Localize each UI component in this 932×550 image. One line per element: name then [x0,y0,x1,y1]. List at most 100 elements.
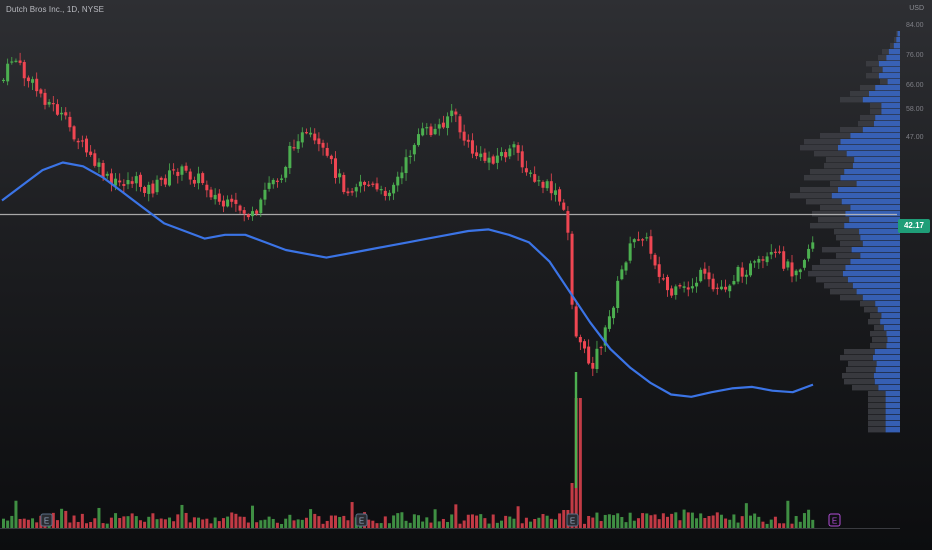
candle-body [607,316,611,329]
volume-bar [479,514,483,528]
candle-body [226,199,230,207]
candle-body [674,286,678,295]
candle-body [404,157,408,174]
price-axis-tick: 58.00 [906,106,924,113]
volume-bar [649,515,653,528]
candle-body [234,199,238,204]
volume-bar [778,523,782,528]
volume-bar [14,500,18,528]
volume-bar [495,522,499,528]
volume-bar [51,512,55,528]
volume-bar [537,517,541,528]
candle-body [284,166,288,178]
candle-body [334,158,337,178]
candle-body [773,251,777,253]
volume-bar [690,512,694,528]
candle-body [736,266,740,282]
volume-profile-bar [845,211,900,217]
price-axis-tick: 47.00 [906,134,924,141]
candle-body [151,183,155,194]
candle-body [690,286,694,289]
candle-body [491,156,495,164]
candle-body [259,199,263,214]
volume-bar [612,515,616,528]
volume-bar [632,520,636,528]
volume-profile-bar [868,403,886,409]
volume-profile-bar [820,259,851,265]
candle-body [408,155,412,158]
volume-profile-bar [820,205,851,211]
candle-body [441,122,445,128]
candle-body [446,116,450,128]
candle-body [122,184,126,186]
volume-bar [6,520,10,528]
volume-bar [711,515,715,528]
volume-profile-bar [840,241,863,247]
volume-bar [151,513,155,528]
candle-body [255,210,259,214]
volume-bar [591,517,595,528]
volume-bar [728,519,732,528]
candle-body [85,138,88,153]
volume-bar [425,517,429,528]
volume-bar [454,504,458,528]
volume-bar [168,517,171,528]
volume-profile-bar [826,157,855,163]
candle-body [545,181,549,189]
volume-profile-bar [875,367,900,373]
volume-bar [732,514,736,528]
volume-bar [666,516,669,528]
candle-body [387,192,391,197]
volume-profile-bar [840,97,863,103]
volume-bar [188,522,192,528]
candle-body [429,126,433,136]
volume-profile-bar [824,163,853,169]
candle-body [520,151,524,168]
candle-body [101,162,105,178]
candle-body [197,173,201,184]
volume-bar [383,516,387,528]
volume-profile-bar [804,139,841,145]
earnings-marker-icon [566,513,579,527]
volume-profile-bar [856,289,900,295]
earnings-marker-label: E [44,517,49,526]
volume-profile-bar [810,169,845,175]
volume-profile-bar [808,271,843,277]
candle-body [802,260,806,268]
volume-bar [105,523,109,528]
candle-body [761,259,765,261]
candle-body [699,269,703,282]
price-axis-tick: 84.00 [906,22,924,29]
candle-body [740,267,744,277]
symbol-title[interactable]: Dutch Bros Inc., 1D, NYSE [6,5,105,14]
volume-bar [487,523,491,528]
volume-bar [541,514,545,528]
volume-profile-bar [812,211,846,217]
candle-body [230,198,234,202]
volume-profile-bar [885,391,900,397]
candle-body [475,152,479,157]
volume-profile-bar [816,277,848,283]
candle-body [238,205,242,211]
volume-bar [757,516,761,528]
volume-profile-bar [873,355,900,361]
volume-bar [587,515,591,528]
volume-profile-bar [858,121,874,127]
candle-body [89,151,93,155]
volume-profile-bar [882,49,889,55]
candle-body [524,168,528,173]
volume-bar [375,523,379,528]
volume-bar [470,514,474,528]
volume-profile-bar [848,361,877,367]
volume-bar [350,502,354,528]
volume-profile-bar [820,133,851,139]
volume-bar [313,513,317,528]
candle-body [47,101,51,105]
earnings-marker-icon [355,513,368,527]
volume-bar [607,514,611,528]
volume-profile-bar [868,319,881,325]
volume-profile-bar [874,325,884,331]
candle-body [383,190,387,196]
